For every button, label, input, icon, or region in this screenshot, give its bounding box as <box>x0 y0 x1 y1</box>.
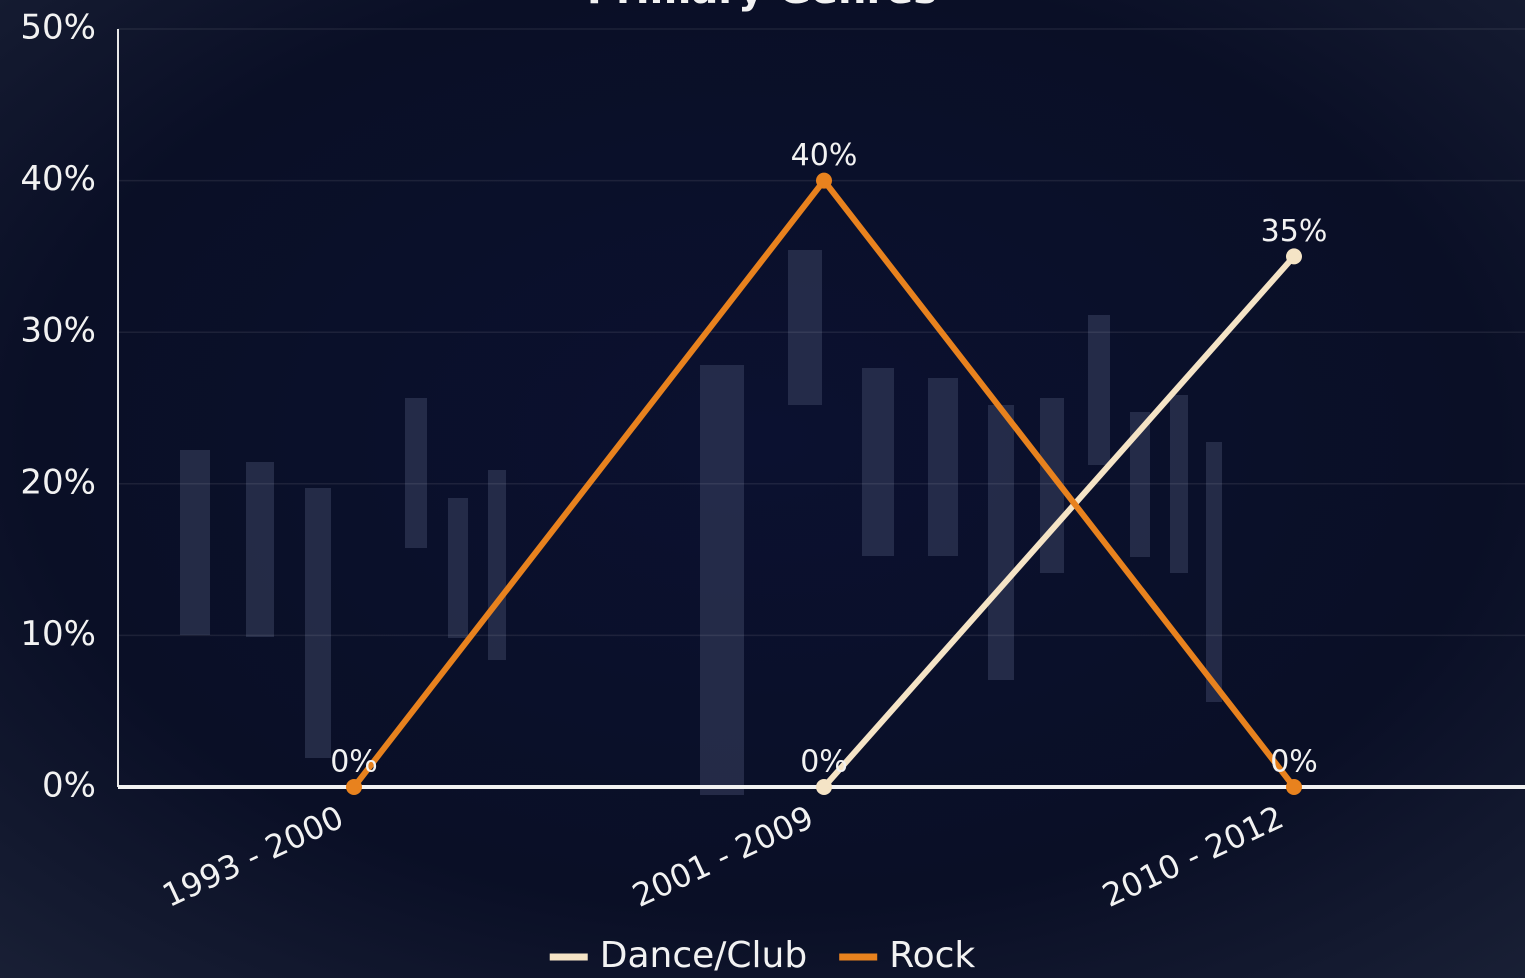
data-label: 0% <box>800 745 848 780</box>
data-point <box>346 779 362 795</box>
data-point <box>816 172 832 189</box>
data-label: 40% <box>791 138 858 173</box>
legend: Dance/Club Rock <box>549 935 975 976</box>
chart-title: Primary Genres <box>587 0 937 13</box>
background-candles <box>180 250 1222 795</box>
y-tick-label: 20% <box>20 462 96 502</box>
data-point <box>1286 248 1302 265</box>
data-point <box>1286 779 1302 795</box>
data-label: 0% <box>330 745 378 780</box>
y-tick-label: 30% <box>20 311 96 351</box>
y-tick-label: 0% <box>42 766 96 806</box>
y-tick-label: 50% <box>20 8 96 48</box>
series-line <box>821 254 1297 789</box>
data-label: 0% <box>1270 745 1318 780</box>
y-tick-label: 10% <box>20 614 96 654</box>
legend-label: Dance/Club <box>600 935 807 976</box>
data-point <box>816 779 832 795</box>
data-label: 35% <box>1261 214 1328 249</box>
y-tick-label: 40% <box>20 159 96 199</box>
legend-label: Rock <box>889 935 975 976</box>
